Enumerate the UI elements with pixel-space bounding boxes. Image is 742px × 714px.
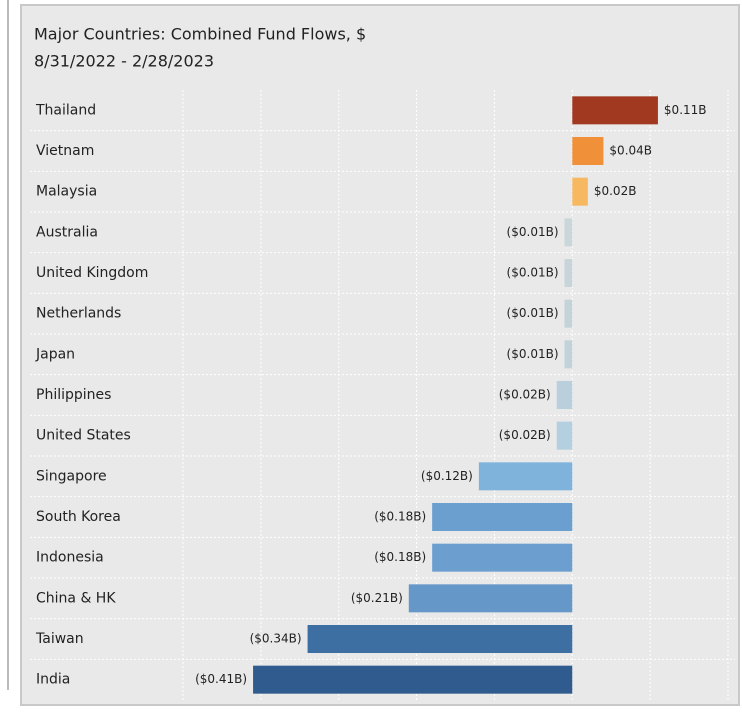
value-label: $0.02B [594, 184, 637, 198]
chart-subtitle: 8/31/2022 - 2/28/2023 [34, 52, 214, 71]
value-label: ($0.41B) [195, 672, 247, 686]
value-label: ($0.02B) [499, 388, 551, 402]
bar [408, 584, 573, 613]
category-label: China & HK [36, 590, 116, 606]
value-label: ($0.01B) [507, 266, 559, 280]
category-label: India [36, 672, 70, 688]
value-label: ($0.01B) [507, 347, 559, 361]
value-label: $0.04B [609, 144, 652, 158]
category-label: United Kingdom [36, 265, 148, 281]
category-label: Vietnam [36, 143, 94, 159]
bar [572, 137, 604, 165]
bar [564, 259, 573, 287]
category-label: Indonesia [36, 550, 104, 566]
category-label: Netherlands [36, 306, 121, 322]
chart-title: Major Countries: Combined Fund Flows, $ [34, 25, 366, 44]
value-label: ($0.01B) [507, 225, 559, 239]
bar [564, 340, 573, 369]
category-label: Singapore [36, 468, 107, 484]
value-label: $0.11B [664, 103, 707, 117]
category-label: United States [36, 428, 131, 444]
bar [564, 218, 573, 247]
category-label: Malaysia [36, 184, 97, 200]
category-label: Philippines [36, 387, 111, 403]
value-label: ($0.21B) [351, 591, 403, 605]
bar [556, 421, 573, 450]
value-label: ($0.34B) [250, 632, 302, 646]
value-label: ($0.12B) [421, 469, 473, 483]
bar [432, 503, 573, 531]
bar [564, 299, 573, 328]
value-label: ($0.02B) [499, 428, 551, 442]
category-label: South Korea [36, 509, 121, 525]
bar [572, 177, 588, 206]
bar [572, 96, 658, 125]
bar [432, 543, 573, 572]
category-label: Taiwan [35, 631, 84, 647]
value-label: ($0.18B) [374, 510, 426, 524]
value-label: ($0.01B) [507, 306, 559, 320]
bar [307, 625, 573, 653]
bar [556, 381, 573, 409]
bar [253, 665, 573, 694]
category-label: Australia [36, 224, 98, 240]
value-label: ($0.18B) [374, 550, 426, 564]
category-label: Japan [35, 346, 75, 362]
category-label: Thailand [35, 102, 96, 118]
bar [478, 462, 573, 491]
